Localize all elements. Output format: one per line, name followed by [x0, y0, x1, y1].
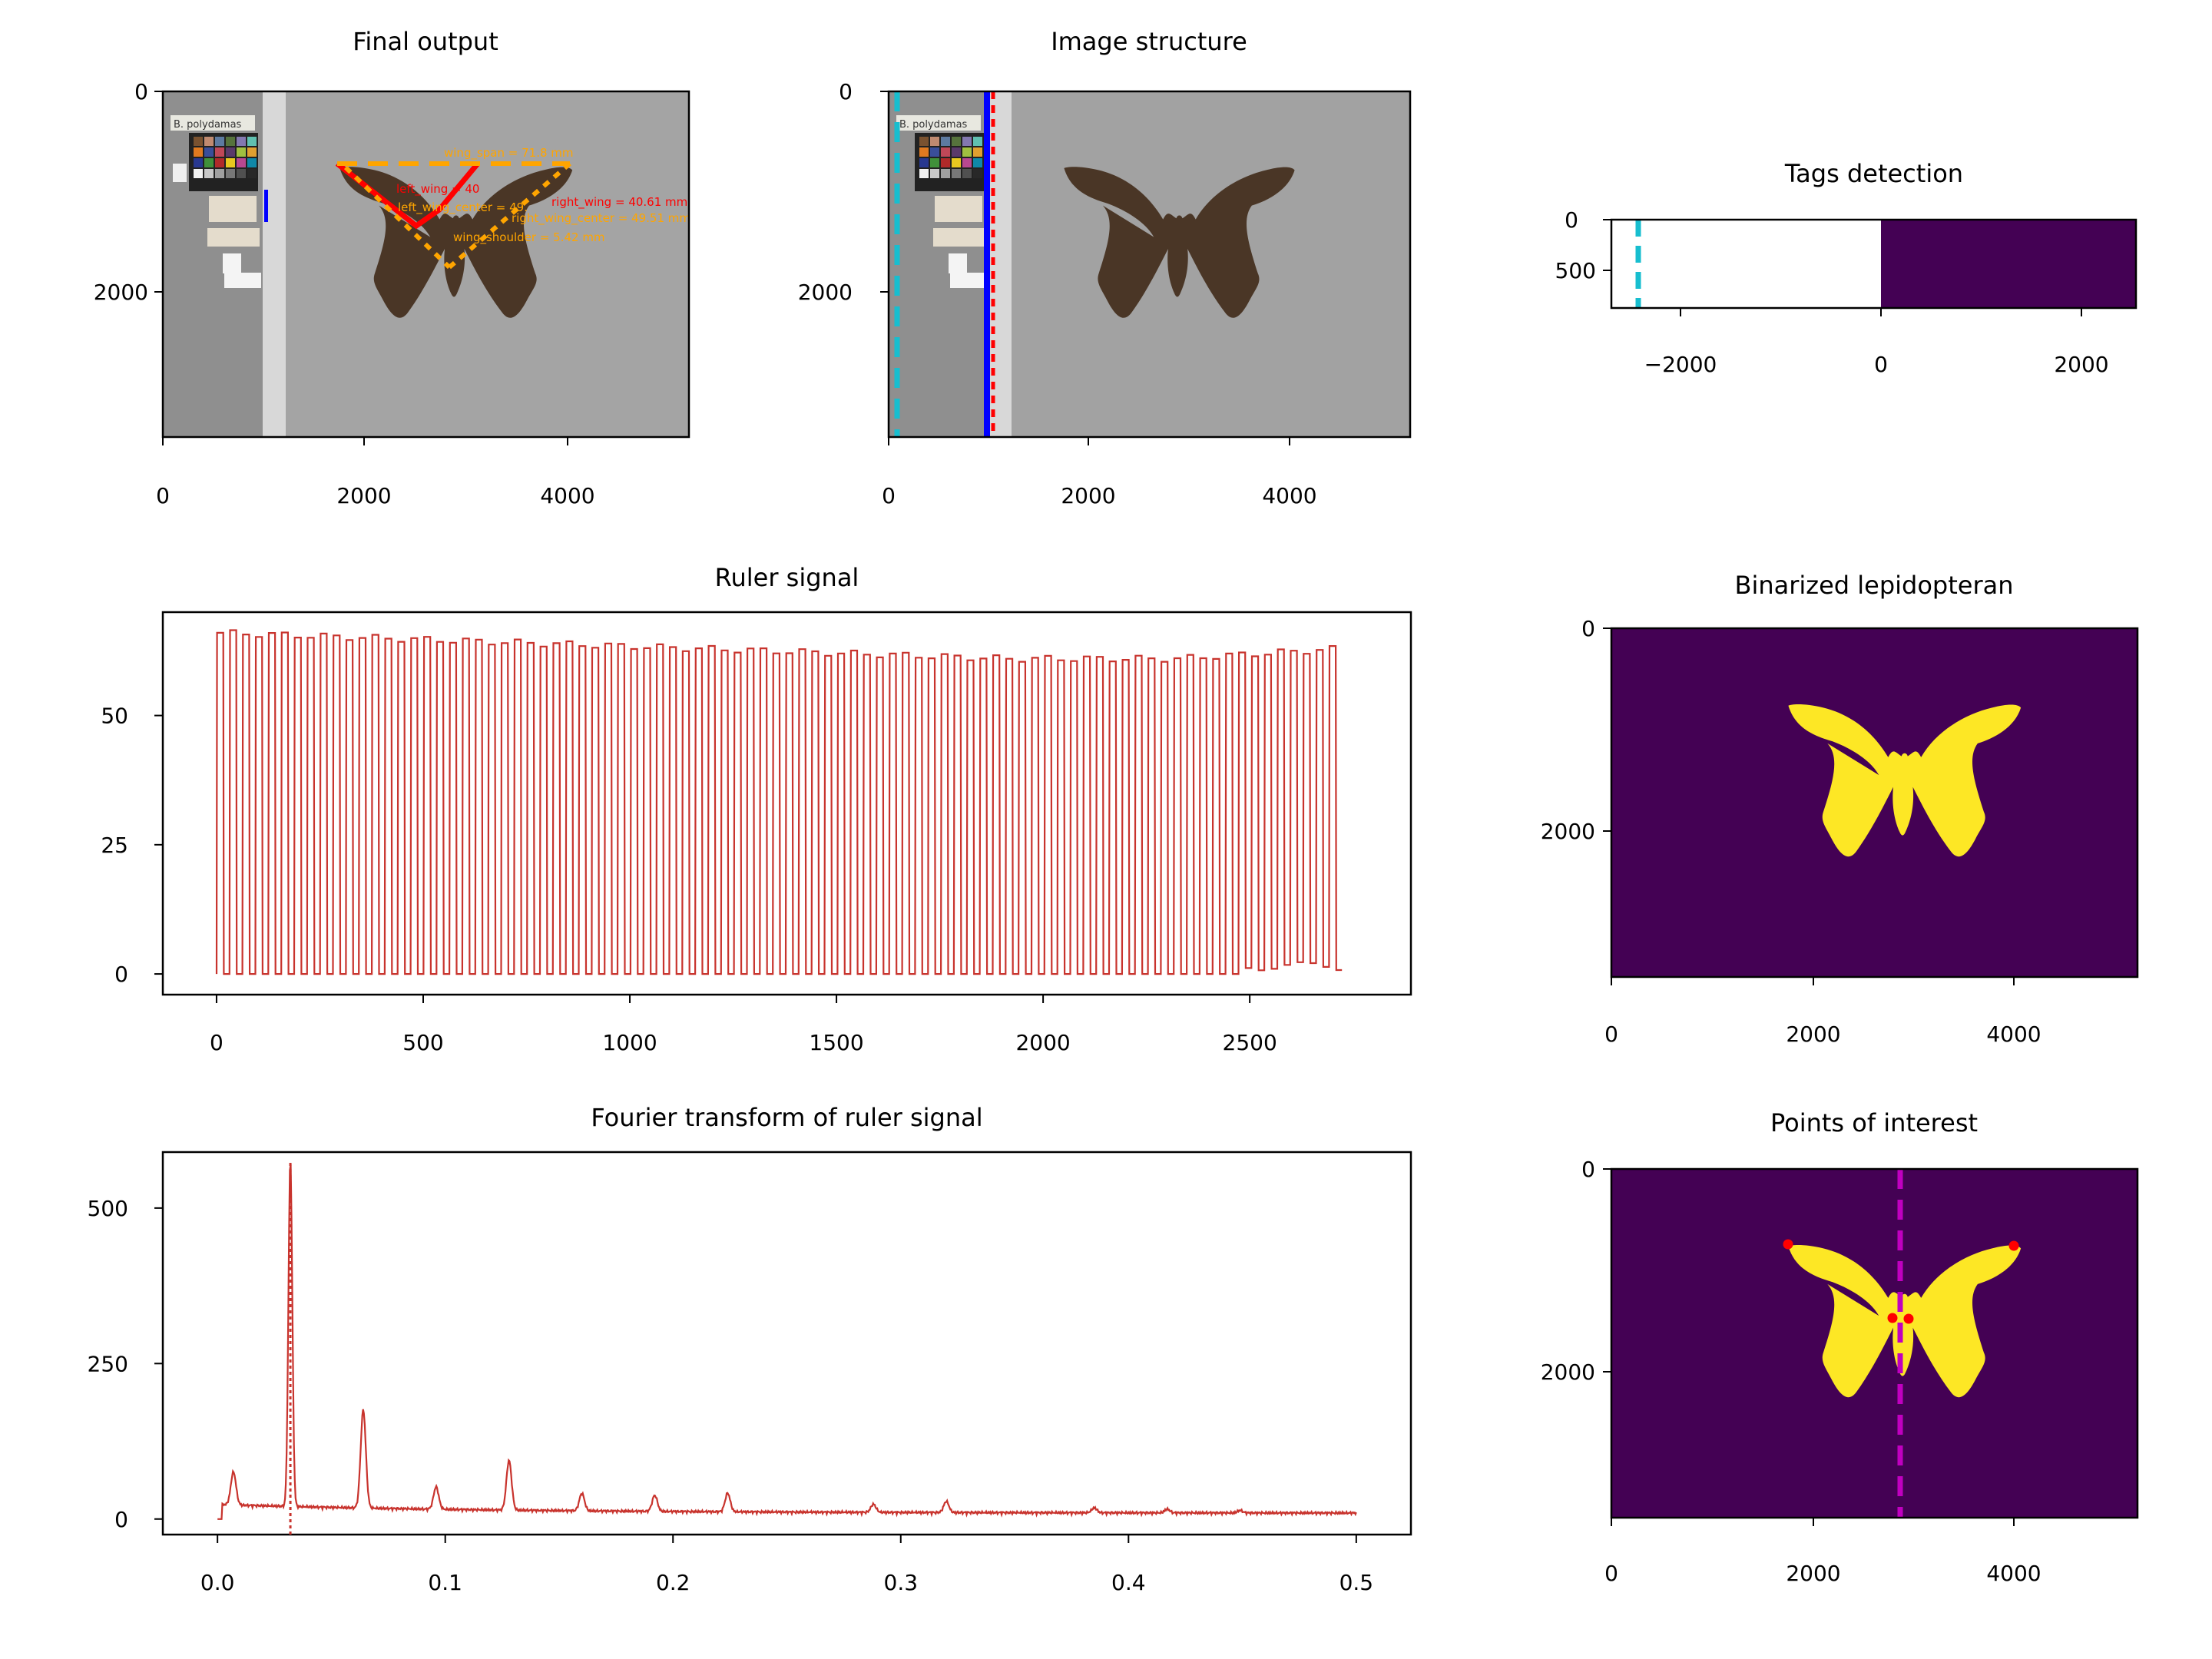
- points-of-interest-panel: Points of interest 0 2000 4000 0 2000: [1541, 1108, 2139, 1586]
- poi-right-shoulder: [1903, 1313, 1914, 1324]
- tags-detection-panel: Tags detection −2000 0 2000 0 500: [1555, 159, 2137, 377]
- image-structure-xtick-4000: 4000: [1262, 483, 1316, 508]
- ruler-signal-frame: [161, 611, 1412, 996]
- final-output-xtick-4000: 4000: [540, 483, 594, 508]
- tags-detection-xtick-2000: 2000: [2054, 352, 2108, 377]
- ruler-signal-ytick-label: 25: [101, 833, 128, 858]
- image-structure-title: Image structure: [1051, 27, 1247, 56]
- poi-points: [1783, 1239, 2019, 1324]
- ruler-signal-ytick-label: 50: [101, 704, 128, 729]
- fourier-transform-panel: Fourier transform of ruler signal 0.0 0.1 0…: [88, 1103, 1412, 1595]
- tags-detection-ytick-0: 0: [1565, 207, 1578, 233]
- final-output-ytick-2000: 2000: [94, 280, 148, 305]
- svg-text:right_wing = 40.61 mm: right_wing = 40.61 mm: [551, 195, 687, 210]
- ruler-signal-xtick-label: 2000: [1015, 1030, 1070, 1055]
- fourier-xtick-label: 0.5: [1339, 1570, 1374, 1595]
- final-output-xtick-2000: 2000: [336, 483, 391, 508]
- tags-detection-title: Tags detection: [1784, 159, 1963, 188]
- image-structure-panel: Image structure B. polydamas: [798, 27, 1412, 508]
- ruler-signal-xtick-label: 1000: [602, 1030, 657, 1055]
- binarized-panel: Binarized lepidopteran 0 2000 4000 0 200…: [1541, 571, 2139, 1047]
- binarized-xtick-2000: 2000: [1786, 1022, 1840, 1047]
- image-structure-ytick-2000: 2000: [798, 280, 853, 305]
- fourier-xtick-label: 0.1: [428, 1570, 462, 1595]
- binarized-ytick-0: 0: [1581, 616, 1595, 641]
- image-structure-xtick-0: 0: [882, 483, 896, 508]
- ruler-signal-title: Ruler signal: [715, 563, 859, 592]
- points-of-interest-title: Points of interest: [1770, 1108, 1978, 1137]
- final-output-xtick-0: 0: [156, 483, 170, 508]
- binarized-title: Binarized lepidopteran: [1734, 571, 2013, 600]
- image-structure-color-checker: [919, 137, 982, 178]
- final-output-panel: Final output B. polydamas: [94, 27, 690, 508]
- svg-text:left_wing = 40: left_wing = 40: [396, 182, 479, 197]
- fourier-xtick-label: 0.4: [1111, 1570, 1146, 1595]
- fourier-ytick-label: 500: [88, 1196, 128, 1221]
- fourier-ytick-label: 0: [114, 1507, 128, 1532]
- final-output-frame: [161, 90, 690, 439]
- ruler-signal-xtick-label: 2500: [1223, 1030, 1277, 1055]
- ruler-signal-xtick-label: 1500: [809, 1030, 863, 1055]
- fourier-xtick-label: 0.0: [200, 1570, 235, 1595]
- binarized-xtick-4000: 4000: [1986, 1022, 2041, 1047]
- svg-text:wing_span = 71.8 mm: wing_span = 71.8 mm: [444, 146, 574, 161]
- final-output-annotations: wing_span = 71.8 mm left_wing = 40 right…: [396, 146, 690, 245]
- poi-xtick-2000: 2000: [1786, 1561, 1840, 1586]
- fourier-ytick-label: 250: [88, 1351, 128, 1376]
- ruler-signal-xtick-label: 500: [402, 1030, 443, 1055]
- final-output-measure-lines: [335, 161, 571, 270]
- fourier-line: [217, 1164, 1357, 1520]
- poi-frame: [1610, 1167, 2139, 1519]
- specimen-label-text: B. polydamas: [174, 119, 242, 131]
- final-output-ytick-0: 0: [134, 79, 148, 104]
- tags-detection-ytick-500: 500: [1555, 258, 1596, 283]
- image-structure-xtick-2000: 2000: [1061, 483, 1115, 508]
- poi-left-wing-tip: [1783, 1239, 1793, 1250]
- image-structure-frame: [887, 90, 1412, 439]
- color-checker: [194, 137, 257, 178]
- svg-text:right_wing_center = 49.51 mm: right_wing_center = 49.51 mm: [512, 211, 690, 226]
- ruler-signal-ytick-label: 0: [114, 962, 128, 987]
- poi-xtick-0: 0: [1604, 1561, 1618, 1586]
- image-structure-image: B. polydamas: [889, 91, 1410, 437]
- final-output-image: B. polydamas: [163, 91, 690, 437]
- svg-text:wing_shoulder = 5.42 mm: wing_shoulder = 5.42 mm: [453, 230, 605, 245]
- fourier-xtick-label: 0.2: [656, 1570, 690, 1595]
- tags-detection-xtick-0: 0: [1874, 352, 1888, 377]
- binarized-xtick-0: 0: [1604, 1022, 1618, 1047]
- final-output-title: Final output: [353, 27, 498, 56]
- fourier-xtick-label: 0.3: [884, 1570, 919, 1595]
- image-structure-ytick-0: 0: [839, 79, 853, 104]
- svg-text:left_wing_center = 49.: left_wing_center = 49.: [398, 200, 528, 215]
- tags-detection-region: [1881, 220, 2136, 308]
- ruler-signal-xtick-label: 0: [210, 1030, 224, 1055]
- tags-detection-xtick-neg2000: −2000: [1644, 352, 1717, 377]
- image-structure-label-text: B. polydamas: [899, 119, 968, 131]
- ruler-signal-panel: Ruler signal 0 500 1000 1500 2000 2500 0 25 50: [101, 563, 1412, 1055]
- poi-ytick-0: 0: [1581, 1157, 1595, 1182]
- binarized-ytick-2000: 2000: [1541, 819, 1595, 844]
- poi-left-shoulder: [1887, 1313, 1898, 1323]
- ruler-signal-line: [215, 629, 1343, 975]
- fourier-title: Fourier transform of ruler signal: [591, 1103, 982, 1132]
- poi-ytick-2000: 2000: [1541, 1359, 1595, 1385]
- binarized-frame: [1610, 627, 2139, 979]
- tags-detection-frame: [1610, 218, 2137, 310]
- poi-right-wing-tip: [2008, 1240, 2019, 1251]
- poi-xtick-4000: 4000: [1986, 1561, 2041, 1586]
- fourier-frame: [161, 1151, 1412, 1536]
